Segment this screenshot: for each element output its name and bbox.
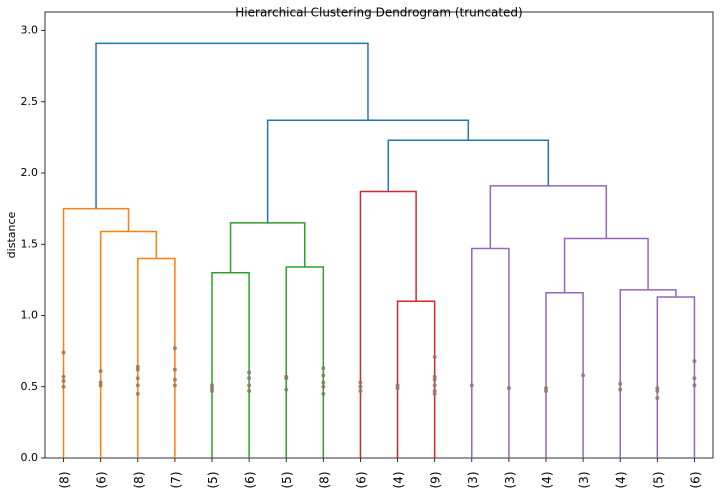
x-tick-label: (3) [466, 472, 480, 489]
contracted-point [321, 391, 326, 396]
contracted-point [210, 389, 214, 394]
contracted-point [284, 376, 289, 381]
contracted-point [432, 383, 437, 388]
contracted-point [358, 384, 363, 389]
contracted-point [432, 377, 437, 382]
contracted-point [247, 376, 252, 381]
contracted-point [210, 383, 214, 388]
y-tick-label: 1.0 [21, 309, 39, 322]
contracted-point [98, 369, 103, 374]
contracted-point [321, 373, 326, 378]
contracted-point [247, 370, 252, 375]
link [619, 289, 677, 458]
contracted-point [247, 383, 252, 388]
contracted-point [432, 374, 437, 379]
contracted-point [172, 383, 177, 388]
contracted-point [172, 377, 177, 382]
x-tick-label: (3) [503, 472, 517, 489]
x-tick-label: (7) [169, 472, 183, 489]
contracted-point [692, 359, 697, 364]
link [396, 300, 436, 458]
link [137, 257, 176, 458]
x-tick-label: (6) [95, 472, 109, 489]
link [99, 230, 158, 458]
link [359, 190, 417, 458]
link [229, 222, 306, 273]
contracted-point [655, 396, 660, 401]
contracted-point [135, 383, 140, 388]
contracted-point [210, 386, 214, 391]
link [211, 272, 250, 458]
contracted-point [135, 367, 140, 372]
y-tick-label: 1.5 [21, 237, 39, 250]
contracted-point [432, 391, 437, 396]
x-tick-label: (4) [540, 472, 554, 489]
contracted-point [135, 364, 140, 369]
plot-frame [44, 11, 714, 459]
contracted-point [506, 386, 511, 391]
contracted-point [395, 386, 400, 391]
contracted-point [618, 387, 623, 392]
chart-title: Hierarchical Clustering Dendrogram (trun… [235, 6, 522, 20]
contracted-point [358, 380, 363, 385]
y-axis-label: distance [5, 211, 18, 258]
contracted-point [655, 389, 660, 394]
contracted-point [135, 391, 140, 396]
contracted-point [284, 387, 289, 392]
contracted-point [61, 379, 66, 384]
x-tick-label: (6) [688, 472, 702, 489]
contracted-point [544, 389, 548, 394]
link [563, 237, 649, 293]
y-tick-label: 0.5 [21, 380, 39, 393]
x-tick-label: (8) [58, 472, 72, 489]
contracted-point [321, 366, 326, 371]
contracted-point [98, 383, 103, 388]
y-tick-label: 2.5 [21, 95, 39, 108]
contracted-point [61, 374, 66, 379]
x-tick-label: (5) [206, 472, 220, 489]
y-tick-label: 2.0 [21, 166, 39, 179]
contracted-point [432, 389, 437, 394]
y-tick-label: 0.0 [21, 451, 39, 464]
contracted-point [655, 386, 660, 391]
contracted-point [432, 354, 437, 359]
contracted-point [692, 383, 697, 388]
contracted-point [247, 389, 252, 394]
contracted-point [581, 373, 586, 378]
contracted-point [618, 381, 623, 386]
contracted-point [61, 350, 66, 355]
x-tick-label: (5) [651, 472, 665, 489]
x-tick-label: (3) [577, 472, 591, 489]
y-tick-label: 3.0 [21, 24, 39, 37]
x-tick-label: (9) [429, 472, 443, 489]
link [656, 296, 696, 458]
contracted-point [395, 383, 400, 388]
link [545, 291, 584, 458]
link [387, 139, 550, 192]
x-tick-label: (8) [317, 472, 331, 489]
contracted-point [544, 386, 548, 391]
x-tick-label: (6) [354, 472, 368, 489]
x-tick-label: (4) [614, 472, 628, 489]
contracted-point [321, 380, 326, 385]
contracted-point [98, 380, 103, 385]
contracted-point [135, 376, 140, 381]
contracted-point [61, 384, 66, 389]
contracted-point [321, 384, 326, 389]
contracted-point [469, 383, 474, 388]
link [285, 266, 325, 458]
link [471, 247, 510, 458]
contracted-point [692, 376, 697, 381]
contracted-point [172, 346, 177, 351]
link [95, 42, 369, 209]
link [62, 207, 130, 458]
x-tick-label: (8) [132, 472, 146, 489]
contracted-point [358, 389, 363, 394]
link [266, 119, 470, 223]
x-tick-label: (6) [243, 472, 257, 489]
contracted-point [172, 367, 177, 372]
x-tick-label: (5) [280, 472, 294, 489]
x-tick-label: (4) [392, 472, 406, 489]
